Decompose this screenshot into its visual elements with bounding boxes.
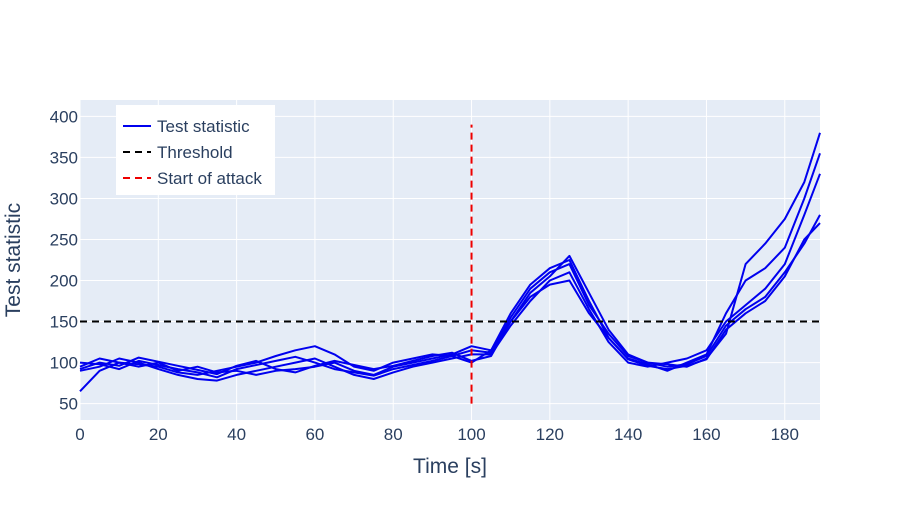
legend-label-start-of-attack: Start of attack [157,169,262,188]
x-tick-label: 100 [457,425,485,444]
x-tick-label: 40 [227,425,246,444]
y-tick-label: 250 [50,230,78,249]
legend-label-threshold: Threshold [157,143,233,162]
y-tick-label: 300 [50,189,78,208]
y-tick-label: 100 [50,354,78,373]
y-tick-label: 150 [50,313,78,332]
x-tick-label: 0 [75,425,84,444]
y-tick-labels: 50 100 150 200 250 300 350 400 [50,107,78,413]
legend-box [116,105,275,195]
x-tick-label: 160 [692,425,720,444]
x-tick-label: 180 [771,425,799,444]
test-statistic-series-2 [79,152,821,376]
x-tick-label: 20 [149,425,168,444]
plot-lines [79,124,821,404]
test-statistic-series-4 [79,214,821,379]
x-tick-label: 120 [536,425,564,444]
x-axis-title: Time [s] [413,455,487,478]
test-statistic-series-3 [79,173,821,382]
x-tick-label: 60 [305,425,324,444]
legend[interactable]: Test statistic Threshold Start of attack [116,105,275,195]
y-tick-label: 200 [50,272,78,291]
x-tick-labels: 0 20 40 60 80 100 120 140 160 180 [75,425,799,444]
x-tick-label: 140 [614,425,642,444]
y-axis-title: Test statistic [2,203,25,317]
test-statistic-series-5 [79,222,821,376]
y-tick-label: 400 [50,107,78,126]
y-tick-label: 350 [50,148,78,167]
legend-label-test-statistic: Test statistic [157,117,250,136]
y-tick-label: 50 [59,395,78,414]
x-tick-label: 80 [384,425,403,444]
